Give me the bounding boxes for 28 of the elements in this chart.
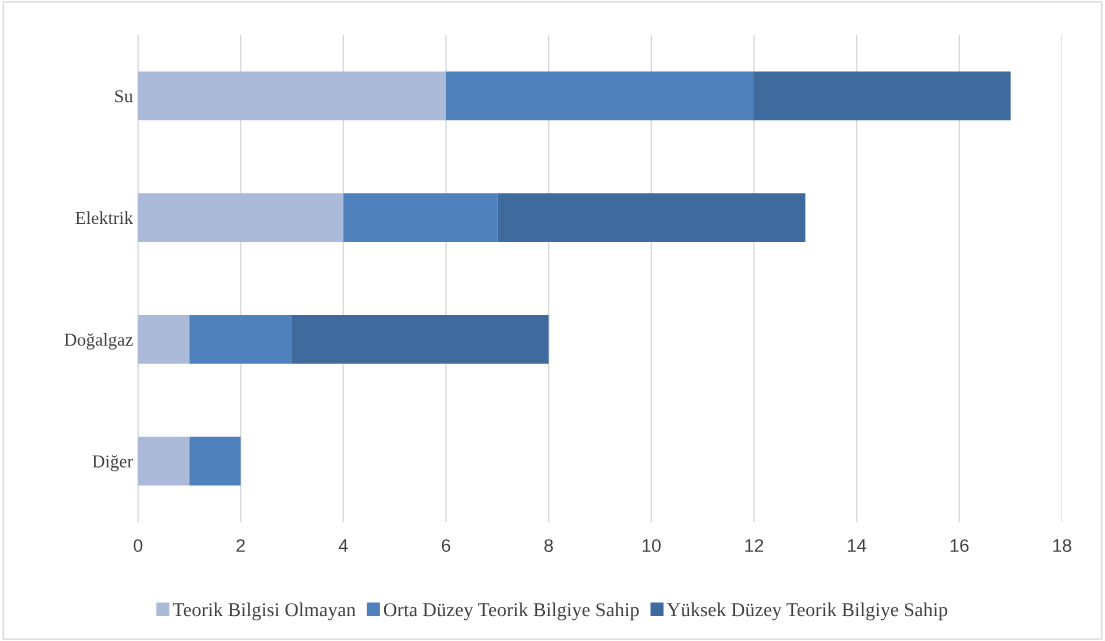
x-tick-label: 18	[1053, 539, 1072, 552]
bar	[138, 436, 190, 486]
x-tick-label: 4	[338, 539, 348, 552]
x-tick-label: 10	[642, 539, 661, 552]
bar	[138, 71, 446, 121]
y-tick-label: Su	[115, 90, 133, 103]
x-tick-label: 0	[133, 539, 143, 552]
bar	[138, 193, 344, 242]
legend-label: Orta Düzey Teorik Bilgiye Sahip	[383, 602, 639, 621]
x-tick-label: 14	[848, 539, 867, 552]
bar	[497, 193, 806, 242]
legend-label: Teorik Bilgisi Olmayan	[172, 602, 356, 621]
bar	[189, 436, 241, 486]
bar	[446, 71, 754, 121]
y-tick-label: Elektrik	[75, 211, 134, 225]
bar	[189, 315, 292, 364]
x-tick-label: 2	[236, 539, 245, 552]
x-tick-label: 16	[950, 539, 969, 552]
bar	[343, 193, 498, 242]
y-tick-label: Doğalgaz	[64, 333, 133, 350]
y-tick-label: Diğer	[92, 455, 133, 472]
legend-label: Yüksek Düzey Teorik Bilgiye Sahip	[666, 602, 948, 621]
x-tick-label: 12	[745, 539, 764, 552]
x-tick-label: 6	[441, 539, 451, 552]
bar	[292, 315, 549, 364]
bar	[754, 71, 1011, 121]
x-tick-label: 8	[544, 539, 553, 552]
bar	[138, 315, 190, 364]
